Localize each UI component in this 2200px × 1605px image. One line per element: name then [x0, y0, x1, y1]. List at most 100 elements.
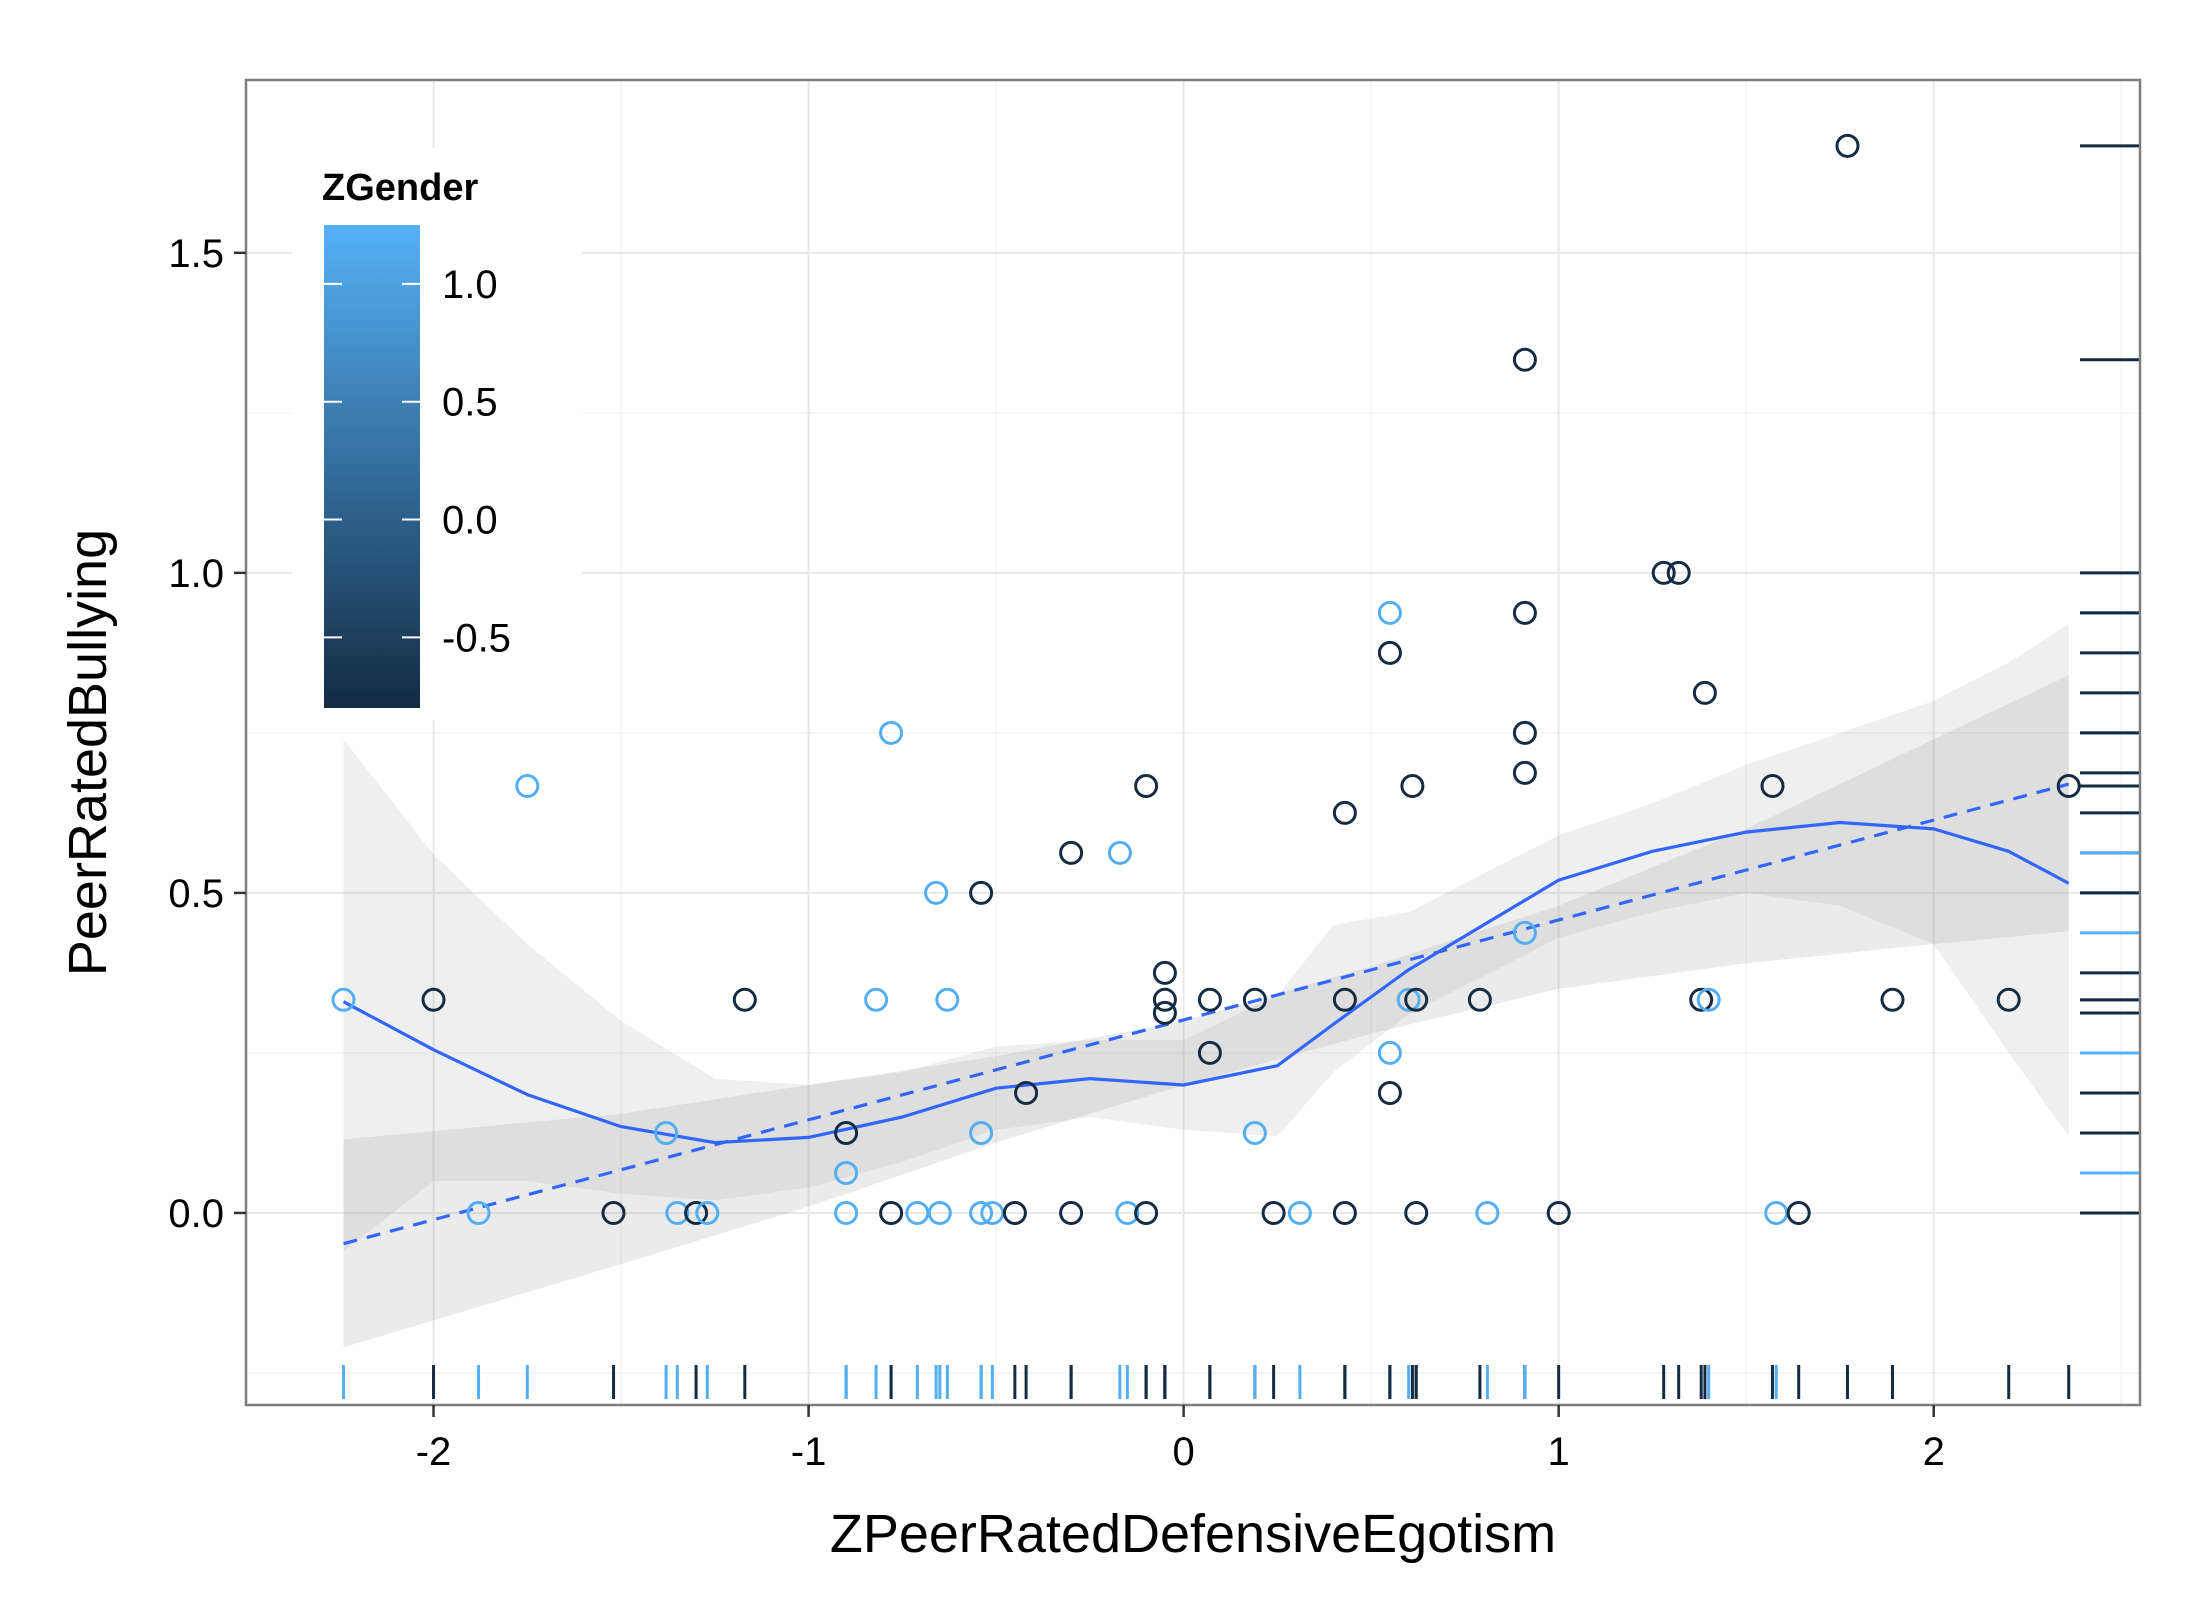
- data-point: [1059, 1201, 1084, 1225]
- y-tick-label: 0.0: [168, 1192, 224, 1236]
- loess-fit-line: [342, 820, 2070, 1145]
- x-tick-label: 2: [1923, 1430, 1945, 1474]
- loess-confidence-band: [343, 624, 2069, 1252]
- data-point: [1689, 987, 1714, 1012]
- data-point: [2056, 774, 2081, 798]
- data-point: [1400, 774, 1425, 798]
- data-point: [1786, 1201, 1811, 1225]
- data-point: [1261, 1201, 1286, 1225]
- plot-layer: [331, 133, 2140, 1399]
- data-point: [654, 1121, 679, 1145]
- data-point: [1467, 987, 1492, 1012]
- data-point: [1666, 560, 1691, 585]
- legend: ZGender 1.0 0.5 0.0 -0.5: [292, 148, 582, 720]
- y-tick-label: 1.5: [168, 232, 224, 276]
- y-axis: 0.0 0.5 1.0 1.5: [168, 232, 246, 1236]
- data-point: [1835, 133, 1860, 158]
- data-point: [1880, 987, 1905, 1012]
- data-point: [1059, 840, 1084, 865]
- legend-tick-label: 1.0: [442, 263, 498, 307]
- data-point: [1332, 1201, 1357, 1225]
- data-point: [1242, 1121, 1267, 1145]
- data-point: [1134, 1201, 1159, 1225]
- data-point: [927, 1201, 952, 1225]
- y-rug: [2080, 144, 2140, 1215]
- data-point: [1287, 1201, 1312, 1225]
- data-point: [515, 774, 540, 798]
- data-point: [834, 1121, 859, 1145]
- data-point: [1651, 560, 1676, 585]
- data-point: [834, 1201, 859, 1225]
- data-point: [924, 880, 949, 905]
- data-point: [1152, 1000, 1177, 1025]
- data-point: [732, 987, 757, 1012]
- data-point: [331, 987, 356, 1012]
- data-point: [1760, 774, 1785, 798]
- data-point: [1696, 987, 1721, 1012]
- data-point: [879, 720, 904, 745]
- legend-tick-label: -0.5: [442, 616, 511, 660]
- data-point: [1512, 920, 1537, 945]
- legend-colorbar: [324, 225, 420, 708]
- data-point: [1115, 1201, 1140, 1225]
- data-point: [1107, 840, 1132, 865]
- data-point: [969, 1201, 994, 1225]
- data-point: [1404, 987, 1429, 1012]
- data-point: [834, 1161, 859, 1185]
- data-point: [1512, 760, 1537, 785]
- data-point: [1377, 640, 1402, 665]
- data-point: [969, 1121, 994, 1145]
- data-point: [1404, 1201, 1429, 1225]
- data-point: [864, 987, 889, 1012]
- data-point: [1377, 1040, 1402, 1065]
- data-point: [466, 1201, 491, 1225]
- x-tick-label: -1: [791, 1430, 827, 1474]
- data-point: [1512, 347, 1537, 372]
- data-point: [1546, 1201, 1571, 1225]
- data-point: [421, 987, 446, 1012]
- data-point: [1152, 987, 1177, 1012]
- x-axis-title: ZPeerRatedDefensiveEgotism: [830, 1504, 1556, 1564]
- data-point: [935, 987, 960, 1012]
- y-tick-label: 0.5: [168, 872, 224, 916]
- data-point: [1692, 680, 1717, 705]
- data-point: [695, 1201, 720, 1225]
- grid-lines: [246, 80, 2140, 1405]
- data-point: [879, 1201, 904, 1225]
- data-point: [1512, 720, 1537, 745]
- x-tick-label: 0: [1172, 1430, 1194, 1474]
- data-point: [1197, 1040, 1222, 1065]
- y-axis-title: PeerRatedBullying: [58, 529, 118, 976]
- legend-tick-label: 0.5: [442, 381, 498, 425]
- data-point: [1002, 1201, 1027, 1225]
- legend-title: ZGender: [322, 167, 478, 209]
- data-point: [969, 880, 994, 905]
- data-point: [1377, 600, 1402, 625]
- x-tick-label: -2: [416, 1430, 452, 1474]
- data-point: [1512, 600, 1537, 625]
- data-point: [980, 1201, 1005, 1225]
- data-point: [601, 1201, 626, 1225]
- data-point: [1242, 987, 1267, 1012]
- data-point: [1996, 987, 2021, 1012]
- data-point: [1396, 987, 1421, 1012]
- data-point: [1014, 1081, 1039, 1105]
- panel-border: [244, 78, 2142, 1407]
- x-tick-label: 1: [1548, 1430, 1570, 1474]
- data-point: [1197, 987, 1222, 1012]
- linear-confidence-band: [343, 675, 2069, 1348]
- x-axis: -2 -1 0 1 2: [416, 1405, 1945, 1474]
- linear-fit-line: [343, 782, 2070, 1246]
- data-point: [1377, 1081, 1402, 1105]
- data-point: [1134, 774, 1159, 798]
- data-point: [665, 1201, 690, 1225]
- data-point: [1332, 987, 1357, 1012]
- x-rug: [342, 1365, 2071, 1399]
- data-point: [1475, 1201, 1500, 1225]
- data-point: [684, 1201, 709, 1225]
- y-tick-label: 1.0: [168, 552, 224, 596]
- data-point: [1152, 960, 1177, 985]
- legend-tick-label: 0.0: [442, 499, 498, 543]
